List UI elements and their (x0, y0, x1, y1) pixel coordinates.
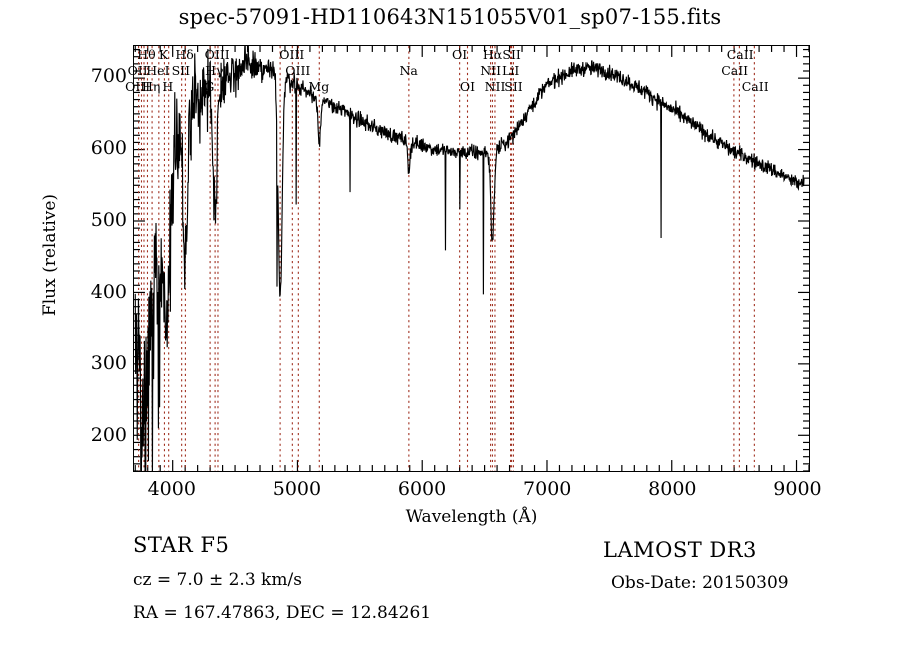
x-tick-label: 6000 (397, 478, 447, 500)
x-tick-label: 4000 (147, 478, 196, 500)
x-tick-label: 5000 (272, 478, 322, 500)
spectral-line-label: OIII (125, 79, 151, 94)
coordinates-label: RA = 167.47863, DEC = 12.84261 (133, 603, 432, 623)
spectral-line-label: CaII (741, 79, 769, 94)
spectral-line-label: Hη (141, 79, 161, 94)
spectral-line-label: HeI (146, 63, 170, 78)
spectral-line-label: CaII (721, 63, 749, 78)
y-tick-label: 200 (90, 424, 127, 447)
object-class-label: STAR F5 (133, 533, 230, 557)
spectral-line-label: Hθ (137, 47, 156, 62)
y-axis-ticks: 200 300 400 500 600 700 (63, 45, 127, 472)
survey-label: LAMOST DR3 (603, 538, 757, 562)
spectral-line-label: G (204, 79, 215, 94)
spectral-line-label: OIII (279, 47, 305, 62)
spectral-line-label: Hα (482, 47, 503, 62)
x-tick-label: 7000 (523, 478, 572, 500)
spectral-line-label: LiI (502, 63, 520, 78)
spectral-line-label: H (162, 79, 174, 94)
x-tick-label: 9000 (773, 478, 822, 500)
x-axis-ticks: 4000 5000 6000 7000 8000 9000 (133, 478, 822, 504)
spectral-line-label: SII (502, 47, 521, 62)
spectral-line-label: OI (459, 79, 476, 94)
spectral-line-label: SII (504, 79, 523, 94)
y-tick-label: 300 (90, 352, 127, 375)
spectral-line-label: K (158, 47, 169, 62)
spectral-line-label: Hγ (205, 63, 224, 78)
y-tick-label: 700 (90, 65, 127, 88)
spectral-line-label: CaII (726, 47, 754, 62)
x-tick-label: 8000 (648, 478, 697, 500)
spectral-line-label: SII (171, 63, 191, 78)
x-axis-label: Wavelength (Å) (405, 507, 538, 527)
spectral-line-label: NII (484, 79, 506, 94)
spectral-line-label: Hδ (175, 47, 194, 62)
page-title: spec-57091-HD110643N151055V01_sp07-155.f… (178, 5, 722, 29)
spectrum-trace (134, 46, 805, 471)
spectrum-line (134, 46, 805, 471)
spectral-line-label: OI (452, 47, 468, 62)
obs-date-label: Obs-Date: 20150309 (611, 573, 789, 593)
y-tick-label: 600 (90, 137, 127, 160)
y-axis-label: Flux (relative) (40, 193, 60, 317)
spectral-line-label: OIII (285, 63, 311, 78)
y-tick-label: 400 (90, 280, 127, 303)
spectral-line-label: OII (127, 63, 148, 78)
spectral-line-label: OIII (204, 47, 230, 62)
spectral-line-label: Mg (308, 79, 330, 94)
y-tick-label: 500 (90, 208, 127, 231)
redshift-velocity-label: cz = 7.0 ± 2.3 km/s (133, 570, 302, 590)
spectral-line-label: Na (399, 63, 418, 78)
spectral-line-label: NII (480, 63, 502, 78)
spectral-line-markers (134, 46, 809, 471)
plot-area (133, 45, 810, 472)
